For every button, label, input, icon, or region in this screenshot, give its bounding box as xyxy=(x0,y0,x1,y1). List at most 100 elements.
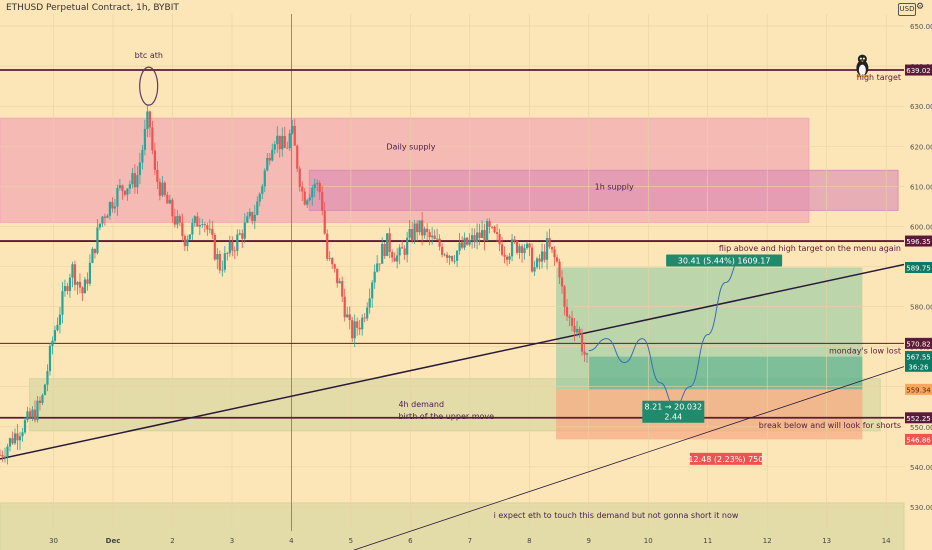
x-tick-label: 12 xyxy=(763,537,772,545)
candle-body xyxy=(213,234,216,260)
candle-body xyxy=(133,173,136,188)
candle-body xyxy=(490,226,494,228)
price-tag-box xyxy=(905,433,932,445)
candle-body xyxy=(291,125,294,134)
candle-body xyxy=(520,246,524,253)
candle-body xyxy=(303,191,306,205)
candle-body xyxy=(436,238,439,240)
candle-body xyxy=(13,433,17,444)
candle-body xyxy=(186,239,189,247)
penguin-eye xyxy=(859,57,862,60)
candle-body xyxy=(78,281,82,288)
candle-body xyxy=(423,228,426,236)
candle-body xyxy=(568,316,571,318)
target-label-text: 30.41 (5.44%) 1609.17 xyxy=(678,256,771,265)
candle-body xyxy=(26,411,29,421)
level-label-monday-low: monday's low lost xyxy=(829,346,901,355)
x-tick-label: 8 xyxy=(527,537,531,545)
candle-body xyxy=(86,279,89,284)
currency-button[interactable]: USD xyxy=(898,3,916,16)
candle-body xyxy=(438,238,441,247)
candle-body xyxy=(36,400,39,421)
candle-body xyxy=(123,190,126,195)
x-tick-label: Dec xyxy=(106,537,121,545)
price-tag-box xyxy=(905,337,932,349)
candle-body xyxy=(411,228,414,241)
zone-label-1h-supply: 1h supply xyxy=(595,182,634,191)
candle-body xyxy=(456,250,459,261)
candle-body xyxy=(263,170,266,187)
candle-body xyxy=(378,263,381,265)
price-tag-text: 596.35 xyxy=(906,238,931,246)
candle-body xyxy=(3,456,7,458)
candle-body xyxy=(471,235,474,240)
candle-body xyxy=(428,232,431,238)
candle-body xyxy=(356,321,359,328)
candle-body xyxy=(276,135,279,145)
candle-body xyxy=(426,228,429,233)
ratio-label-text: 2.44 xyxy=(664,413,682,422)
candle-body xyxy=(108,202,112,216)
candle-body xyxy=(238,233,241,235)
candle-body xyxy=(113,206,117,209)
candle-body xyxy=(153,150,156,170)
candle-body xyxy=(161,182,164,196)
candle-body xyxy=(93,248,97,254)
price-tag-text: 36:26 xyxy=(908,363,929,371)
candle-body xyxy=(286,147,289,149)
x-tick-label: 14 xyxy=(882,537,891,545)
candle-body xyxy=(371,282,374,299)
candle-body xyxy=(256,201,259,215)
candle-body xyxy=(8,438,12,447)
candle-body xyxy=(88,262,92,284)
level-label-shorts-level: break below and will look for shorts xyxy=(759,421,901,430)
candle-body xyxy=(156,169,159,182)
candle-body xyxy=(443,254,446,256)
x-tick-label: 11 xyxy=(703,537,712,545)
candle-body xyxy=(278,135,281,150)
candle-body xyxy=(485,221,489,241)
candle-body xyxy=(196,216,199,227)
candle-body xyxy=(171,199,174,217)
candle-body xyxy=(313,183,316,189)
price-tag-box xyxy=(905,261,932,273)
candle-body xyxy=(478,232,481,238)
candle-body xyxy=(446,254,449,258)
candle-body xyxy=(318,182,321,193)
annotation-text: 4h demand xyxy=(398,400,444,409)
candle-body xyxy=(321,192,324,211)
candle-body xyxy=(493,226,496,233)
candle-body xyxy=(271,149,274,161)
x-tick-label: 6 xyxy=(408,537,413,545)
penguin-eye xyxy=(862,57,865,60)
candle-body xyxy=(525,243,529,249)
y-tick-label: 610.00 xyxy=(910,183,932,191)
candle-body xyxy=(483,230,486,241)
candle-body xyxy=(203,224,206,226)
candle-body xyxy=(38,400,42,403)
settings-icon[interactable]: ⚙ xyxy=(916,2,925,12)
candle-body xyxy=(233,250,236,252)
candle-body xyxy=(223,253,226,270)
candle-body xyxy=(326,233,329,259)
candle-body xyxy=(558,261,561,278)
stop-label-text: 12.48 (2.23%) 750 xyxy=(688,455,763,464)
lower-trendline xyxy=(352,366,905,550)
penguin-head xyxy=(857,54,867,64)
candle-body xyxy=(381,243,384,264)
candle-body xyxy=(408,228,411,238)
x-tick-label: 30 xyxy=(49,537,58,545)
candle-body xyxy=(543,251,546,260)
candle-body xyxy=(416,223,419,233)
candle-body xyxy=(406,237,409,255)
y-tick-label: 650.00 xyxy=(910,23,932,31)
candle-body xyxy=(178,216,181,223)
candle-body xyxy=(331,258,334,265)
candle-body xyxy=(128,184,131,189)
candle-body xyxy=(503,254,506,257)
candle-body xyxy=(396,255,399,262)
candle-body xyxy=(228,241,231,254)
price-tag-text: 639.02 xyxy=(906,67,931,75)
candle-body xyxy=(261,186,264,194)
